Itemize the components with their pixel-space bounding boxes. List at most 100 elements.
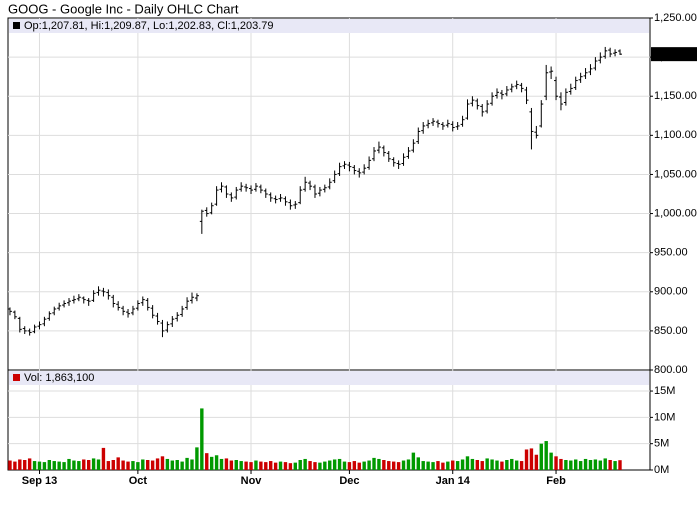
volume-bar — [603, 458, 607, 470]
volume-bar — [519, 461, 524, 470]
volume-bar — [293, 462, 298, 470]
volume-bar — [372, 457, 376, 470]
volume-bar — [401, 460, 406, 470]
volume-bar — [101, 447, 106, 470]
volume-bar — [559, 458, 563, 470]
volume-bar — [259, 461, 263, 470]
volume-bar — [131, 461, 135, 470]
y-tick-label: 1,050.00 — [654, 168, 697, 180]
volume-bar — [62, 462, 66, 470]
volume-bar — [13, 461, 17, 470]
last-price-box — [651, 47, 697, 62]
volume-bar — [303, 458, 307, 470]
volume-bar — [121, 460, 125, 470]
volume-bar — [278, 461, 283, 470]
volume-bar — [485, 458, 489, 470]
volume-bar — [574, 459, 578, 470]
volume-bar — [37, 461, 42, 470]
volume-bar — [52, 461, 56, 470]
volume-bar — [510, 458, 514, 470]
y-tick-label: 15M — [654, 385, 675, 397]
volume-bar — [200, 408, 204, 470]
volume-bar — [323, 461, 327, 470]
y-tick-label: 0M — [654, 464, 669, 476]
volume-bar — [426, 461, 430, 470]
volume-bar — [337, 458, 342, 470]
volume-bar — [249, 462, 253, 470]
volume-bar — [598, 460, 603, 470]
volume-bar — [539, 443, 543, 470]
volume-legend-marker — [13, 374, 20, 381]
volume-bar — [283, 462, 288, 470]
volume-bar — [111, 460, 115, 470]
volume-bar — [495, 460, 499, 470]
volume-bar — [554, 456, 558, 470]
y-tick-label: 1,100.00 — [654, 129, 697, 141]
volume-bar — [141, 459, 145, 470]
volume-bar — [18, 459, 22, 470]
volume-bar — [42, 462, 47, 470]
volume-bar — [229, 460, 234, 470]
volume-bar — [27, 458, 32, 470]
volume-bar — [357, 462, 361, 470]
volume-bar — [367, 460, 371, 470]
volume-bar — [406, 459, 411, 470]
volume-bar — [387, 461, 391, 470]
volume-bar — [106, 461, 111, 470]
volume-bar — [588, 460, 593, 470]
volume-bar — [254, 460, 258, 470]
x-tick-label: Oct — [129, 475, 148, 487]
volume-bar — [23, 460, 27, 470]
volume-bar — [569, 460, 573, 470]
volume-bar — [195, 447, 199, 470]
volume-bar — [583, 458, 588, 470]
volume-bar — [244, 461, 248, 470]
y-tick-label: 1,000.00 — [654, 207, 697, 219]
x-tick-label: Nov — [241, 475, 263, 487]
volume-bar — [451, 460, 455, 470]
volume-bar — [146, 460, 150, 470]
x-tick-label: Sep 13 — [22, 475, 57, 487]
volume-bar — [465, 456, 470, 470]
volume-legend: Vol: 1,863,100 — [24, 372, 94, 384]
volume-bar — [332, 459, 337, 470]
volume-bar — [273, 462, 278, 470]
volume-bar — [578, 461, 583, 470]
volume-bar — [347, 462, 352, 470]
volume-bar — [362, 461, 366, 470]
x-tick-label: Feb — [546, 475, 566, 487]
last-price-label: 1,203.79 — [653, 48, 696, 60]
price-legend-marker — [13, 22, 20, 29]
volume-bar — [377, 458, 381, 470]
volume-bar — [460, 459, 465, 470]
volume-bar — [524, 449, 529, 470]
volume-bar — [8, 460, 12, 470]
volume-bar — [544, 441, 548, 470]
volume-bar — [269, 461, 273, 470]
y-tick-label: 10M — [654, 411, 675, 423]
price-legend-strip — [9, 19, 649, 33]
y-tick-label: 950.00 — [654, 247, 688, 259]
volume-bar — [436, 461, 440, 470]
volume-bar — [288, 463, 293, 470]
volume-bar — [500, 461, 504, 470]
volume-bar — [150, 460, 155, 470]
volume-bar — [593, 459, 598, 470]
volume-bar — [155, 458, 160, 470]
volume-bar — [411, 452, 416, 470]
volume-bar — [382, 460, 386, 470]
volume-bar — [529, 448, 534, 470]
volume-bar — [190, 459, 194, 470]
axes: 800.00 850.00 900.00 950.00 1,000.00 1,050.00… — [22, 12, 697, 487]
volume-bar — [549, 452, 553, 470]
volume-bar — [308, 461, 312, 470]
volume-bar — [47, 460, 52, 470]
volume-bar — [490, 459, 494, 470]
volume-bar — [91, 458, 96, 470]
volume-bar — [170, 460, 175, 470]
volume-bar — [32, 461, 37, 470]
volume-pane — [7, 369, 651, 471]
volume-bar — [175, 460, 179, 470]
volume-bar — [421, 461, 425, 470]
